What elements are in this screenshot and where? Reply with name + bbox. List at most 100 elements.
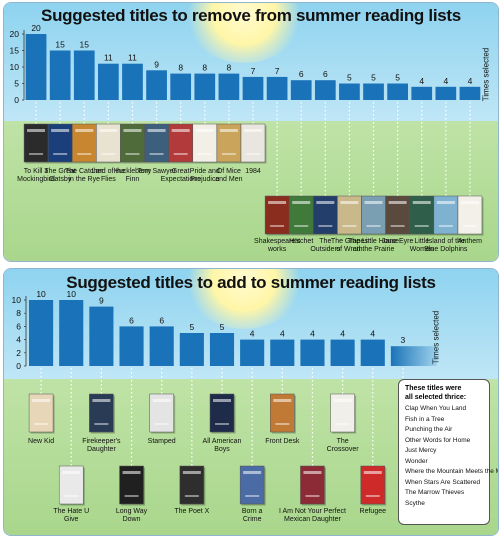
bar-value-label: 15 <box>80 40 90 50</box>
bar-value-label: 6 <box>299 69 304 79</box>
thrice-selected-box: These titles were all selected thrice: C… <box>398 379 498 525</box>
bar <box>25 34 47 100</box>
bar <box>242 76 264 100</box>
book-cover-author-mark <box>275 423 290 425</box>
book-caption: Little Women <box>410 238 434 253</box>
bar <box>194 73 216 100</box>
bar <box>89 306 114 366</box>
book-caption: Front Desk <box>265 438 300 445</box>
bar <box>339 83 360 100</box>
caption-line: All American <box>203 438 242 445</box>
bar-value-label: 10 <box>36 289 46 299</box>
y-tick-label: 15 <box>10 46 20 56</box>
book-cover-author-mark <box>149 153 164 155</box>
book-cover-title-mark <box>92 399 111 402</box>
caption-line: of Wrath <box>336 246 362 253</box>
book-cover-title-mark <box>27 129 46 132</box>
bar <box>300 339 325 366</box>
caption-line: Expectations <box>161 176 202 183</box>
caption-line: Mockingbird <box>17 176 55 183</box>
book-cover-title-mark <box>219 129 238 132</box>
book-cover-author-mark <box>366 225 381 227</box>
thrice-title-item: Just Mercy <box>405 447 437 454</box>
caption-line: Stamped <box>148 438 176 445</box>
book-cover-author-mark <box>438 225 453 227</box>
caption-line: To Kill a <box>24 168 49 175</box>
book-cover-author-mark <box>294 225 309 227</box>
book-cover-title-mark <box>316 201 335 204</box>
caption-line: Jane Eyre <box>382 238 414 245</box>
thrice-title-item: Punching the Air <box>405 426 453 433</box>
book-cover-title-mark <box>51 129 70 132</box>
book-cover-title-mark <box>99 129 118 132</box>
book-cover-author-mark <box>29 153 44 155</box>
caption-line: The <box>337 438 349 445</box>
book-caption: The Crossover <box>327 438 360 453</box>
chart-title: Suggested titles to add to summer readin… <box>66 273 436 292</box>
book-cover-title-mark <box>213 399 231 402</box>
y-tick-label: 0 <box>16 361 21 371</box>
caption-line: Outsiders <box>310 246 340 253</box>
caption-line: The Poet X <box>174 508 209 515</box>
caption-line: Firekeeper's <box>82 438 121 445</box>
caption-line: Prejudice <box>190 176 219 183</box>
book-caption: Jane Eyre <box>382 238 414 245</box>
y-tick-label: 20 <box>10 29 20 39</box>
add-titles-panel: Suggested titles to add to summer readin… <box>3 268 499 536</box>
bar-value-label: 8 <box>227 63 232 73</box>
bar <box>218 73 240 100</box>
book-cover-author-mark <box>197 153 212 155</box>
bar-value-label: 4 <box>280 329 285 339</box>
caption-line: Daughter <box>87 446 116 453</box>
book-caption: Tom Sawyer <box>137 168 176 175</box>
book-cover-author-mark <box>215 423 229 425</box>
thrice-title-item: Fish in a Tree <box>405 415 445 423</box>
caption-line: Boys <box>214 446 230 453</box>
book-caption: Hatchet <box>289 238 313 245</box>
book-caption: The Catcher in the Rye <box>65 168 104 183</box>
bar-value-label: 10 <box>66 289 76 299</box>
thrice-title-item: Where the Mountain Meets the Moon <box>405 468 498 475</box>
bar-value-label: 8 <box>178 63 183 73</box>
caption-line: 1984 <box>245 168 261 175</box>
caption-line: Of Mice <box>217 168 241 175</box>
book-caption: Huckleberry Finn <box>114 168 152 183</box>
add-bar-chart: 0 2 4 6 8 10 10 10 9 6 6 5 5 4 4 4 4 4 3 New Kid Firekeeper'… <box>12 289 437 523</box>
book-cover-author-mark <box>462 225 477 227</box>
thrice-box-title: all selected thrice: <box>405 394 467 401</box>
caption-line: The Grapes <box>331 238 368 245</box>
bar <box>73 50 95 100</box>
bar <box>266 76 288 100</box>
caption-line: in the Rye <box>68 176 100 183</box>
bar-value-label: 15 <box>55 40 65 50</box>
bar <box>390 346 437 366</box>
book-cover-author-mark <box>414 225 429 227</box>
y-tick-label: 4 <box>16 335 21 345</box>
caption-line: I Am Not Your Perfect <box>279 508 346 515</box>
caption-line: Island of the <box>427 238 465 245</box>
caption-line: Gatsby <box>49 176 72 183</box>
book-caption: Pride and Prejudice <box>190 168 220 183</box>
caption-line: The Great <box>44 168 76 175</box>
caption-line: The Catcher <box>65 168 104 175</box>
bar-value-label: 8 <box>202 63 207 73</box>
bar <box>170 73 192 100</box>
thrice-title-item: Scythe <box>405 499 425 507</box>
thrice-title-item: The Marrow Thieves <box>405 489 465 496</box>
book-caption: Lord of the Flies <box>92 168 126 183</box>
bar <box>411 86 433 100</box>
book-caption: The Poet X <box>174 508 209 515</box>
caption-line: Down <box>123 516 141 523</box>
book-cover-author-mark <box>94 423 109 425</box>
book-cover-author-mark <box>365 495 380 497</box>
caption-line: Great <box>172 168 190 175</box>
thrice-title-item: Clap When You Land <box>405 405 467 412</box>
book-cover-author-mark <box>221 153 236 155</box>
book-caption: The Grapes of Wrath <box>331 238 368 253</box>
caption-line: Mexican Daughter <box>284 516 341 523</box>
book-cover-author-mark <box>305 495 320 497</box>
caption-line: Little <box>414 238 429 245</box>
book-caption: 1984 <box>245 168 261 175</box>
bar-value-label: 5 <box>347 73 352 83</box>
book-cover-title-mark <box>303 471 322 474</box>
